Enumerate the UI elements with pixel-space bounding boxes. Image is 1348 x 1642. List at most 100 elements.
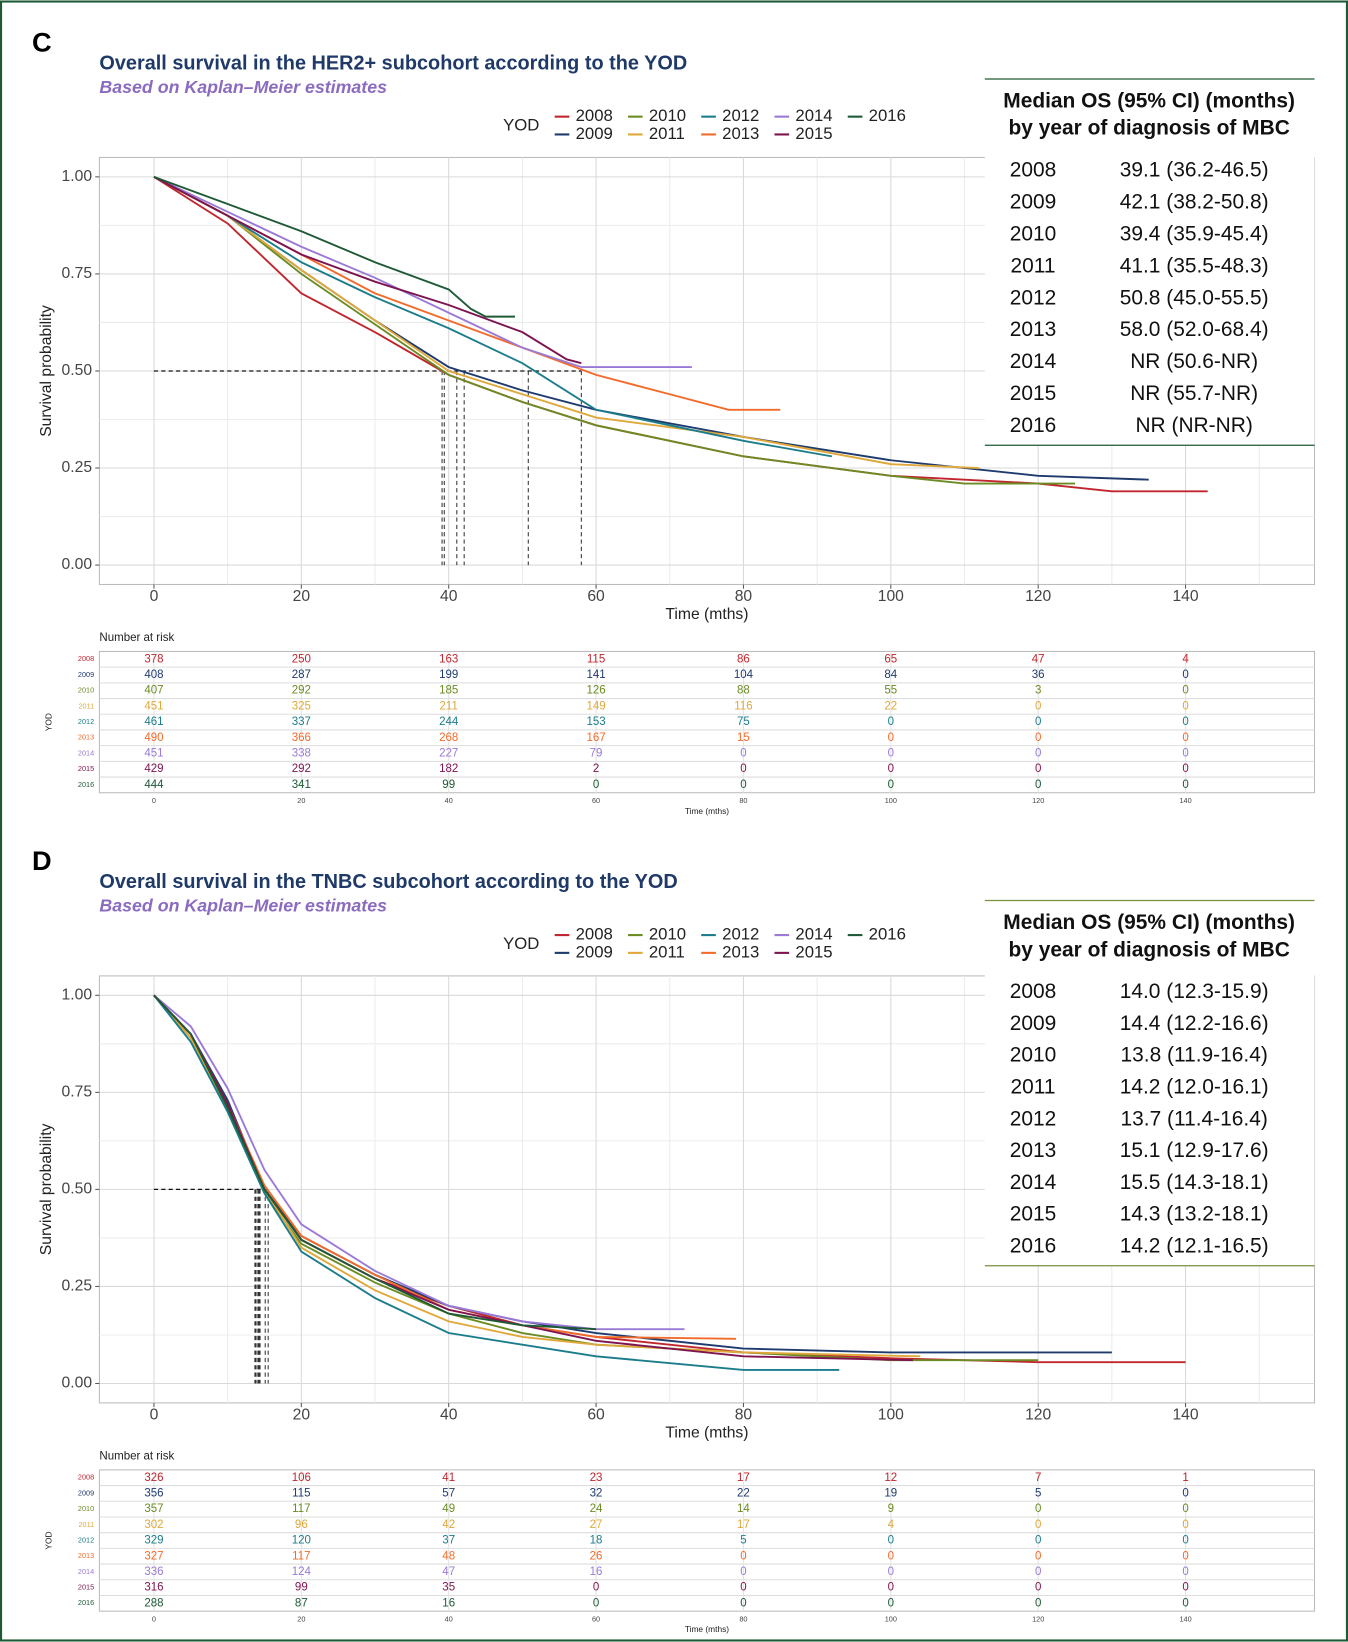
median-table-value: 41.1 (35.5-48.3) xyxy=(1120,254,1269,277)
risk-count: 48 xyxy=(442,1550,455,1562)
risk-count: 378 xyxy=(144,653,163,665)
legend-label: 2009 xyxy=(576,124,613,143)
risk-row-label: 2015 xyxy=(78,1583,94,1592)
risk-row-label: 2016 xyxy=(78,1598,94,1607)
risk-count: 1 xyxy=(1182,1472,1188,1484)
median-table-bg xyxy=(984,900,1315,1266)
risk-count: 0 xyxy=(1035,1535,1041,1547)
x-axis-title: Time (mths) xyxy=(665,1424,748,1441)
median-table-header: by year of diagnosis of MBC xyxy=(1008,117,1289,140)
risk-count: 116 xyxy=(734,700,752,712)
risk-count: 86 xyxy=(737,653,750,665)
risk-count: 288 xyxy=(144,1597,163,1609)
panel-label: C xyxy=(32,27,52,58)
risk-count: 0 xyxy=(740,1582,746,1594)
risk-x-tick-label: 40 xyxy=(445,796,453,805)
x-tick-label: 80 xyxy=(735,588,753,605)
survival-curve xyxy=(153,176,692,369)
risk-count: 461 xyxy=(144,716,163,728)
risk-count: 0 xyxy=(1182,1550,1188,1562)
y-tick-label: 0.75 xyxy=(62,265,93,282)
risk-count: 182 xyxy=(439,763,458,775)
risk-count: 47 xyxy=(442,1566,455,1578)
risk-count: 15 xyxy=(737,732,750,744)
risk-count: 268 xyxy=(439,732,458,744)
risk-count: 5 xyxy=(740,1535,746,1547)
median-table-header: by year of diagnosis of MBC xyxy=(1008,938,1289,961)
risk-count: 0 xyxy=(1182,669,1188,681)
risk-count: 26 xyxy=(590,1550,603,1562)
risk-count: 5 xyxy=(1035,1487,1041,1499)
risk-count: 0 xyxy=(593,1597,599,1609)
risk-count: 0 xyxy=(888,716,894,728)
risk-count: 366 xyxy=(292,732,311,744)
risk-count: 0 xyxy=(1182,1519,1188,1531)
risk-count: 96 xyxy=(295,1519,308,1531)
risk-count: 0 xyxy=(1035,1597,1041,1609)
risk-count: 117 xyxy=(292,1503,310,1515)
risk-count: 0 xyxy=(740,1566,746,1578)
risk-count: 407 xyxy=(144,685,163,697)
risk-count: 106 xyxy=(292,1472,311,1484)
risk-count: 185 xyxy=(439,685,458,697)
x-tick-label: 140 xyxy=(1172,588,1198,605)
risk-count: 0 xyxy=(593,779,599,791)
risk-count: 115 xyxy=(587,653,605,665)
legend-label: 2008 xyxy=(576,106,613,125)
median-table-value: NR (55.7-NR) xyxy=(1130,382,1258,405)
legend-label: 2010 xyxy=(649,924,686,943)
median-table-year: 2012 xyxy=(1010,1107,1057,1130)
risk-count: 0 xyxy=(888,1566,894,1578)
risk-count: 244 xyxy=(439,716,459,728)
median-table-header: Median OS (95% CI) (months) xyxy=(1003,90,1295,113)
risk-count: 7 xyxy=(1035,1472,1041,1484)
risk-count: 451 xyxy=(144,700,163,712)
risk-count: 327 xyxy=(144,1550,163,1562)
risk-count: 490 xyxy=(144,732,163,744)
risk-count: 0 xyxy=(740,1597,746,1609)
risk-count: 117 xyxy=(292,1550,310,1562)
x-tick-label: 100 xyxy=(878,588,904,605)
survival-curve xyxy=(153,176,582,365)
median-table-year: 2015 xyxy=(1010,1203,1057,1226)
risk-count: 79 xyxy=(590,748,603,760)
median-table-year: 2013 xyxy=(1010,318,1057,341)
risk-count: 19 xyxy=(884,1487,897,1499)
risk-count: 32 xyxy=(590,1487,603,1499)
risk-count: 14 xyxy=(737,1503,750,1515)
median-table-value: NR (NR-NR) xyxy=(1135,414,1252,437)
risk-count: 292 xyxy=(292,685,311,697)
risk-y-axis-title: YOD xyxy=(43,713,53,731)
risk-x-tick-label: 80 xyxy=(739,796,747,805)
risk-count: 36 xyxy=(1032,669,1045,681)
chart-subtitle: Based on Kaplan–Meier estimates xyxy=(99,77,387,97)
x-tick-label: 60 xyxy=(587,1407,605,1424)
median-table-value: 58.0 (52.0-68.4) xyxy=(1120,318,1269,341)
x-tick-label: 20 xyxy=(293,588,311,605)
y-tick-label: 0.75 xyxy=(62,1083,93,1100)
chart-title: Overall survival in the HER2+ subcohort … xyxy=(99,53,687,75)
risk-count: 0 xyxy=(1182,748,1188,760)
survival-curve xyxy=(153,994,1112,1354)
median-table-year: 2015 xyxy=(1010,382,1057,405)
risk-count: 287 xyxy=(292,669,311,681)
median-table-value: 39.4 (35.9-45.4) xyxy=(1120,222,1269,245)
risk-count: 0 xyxy=(1182,1566,1188,1578)
risk-x-tick-label: 80 xyxy=(739,1614,747,1623)
x-tick-label: 60 xyxy=(587,588,605,605)
risk-count: 0 xyxy=(740,763,746,775)
median-table-year: 2009 xyxy=(1010,191,1057,214)
risk-count: 0 xyxy=(1035,716,1041,728)
risk-count: 0 xyxy=(1035,1566,1041,1578)
legend-label: 2009 xyxy=(576,942,613,961)
risk-count: 250 xyxy=(292,653,311,665)
y-tick-label: 1.00 xyxy=(62,168,93,185)
median-table-year: 2016 xyxy=(1010,1234,1057,1257)
risk-count: 17 xyxy=(737,1472,750,1484)
legend-label: 2011 xyxy=(649,942,685,961)
risk-count: 0 xyxy=(740,779,746,791)
x-tick-label: 40 xyxy=(440,588,458,605)
risk-row-label: 2009 xyxy=(78,670,94,679)
risk-y-axis-title: YOD xyxy=(43,1531,53,1549)
risk-count: 23 xyxy=(590,1472,603,1484)
